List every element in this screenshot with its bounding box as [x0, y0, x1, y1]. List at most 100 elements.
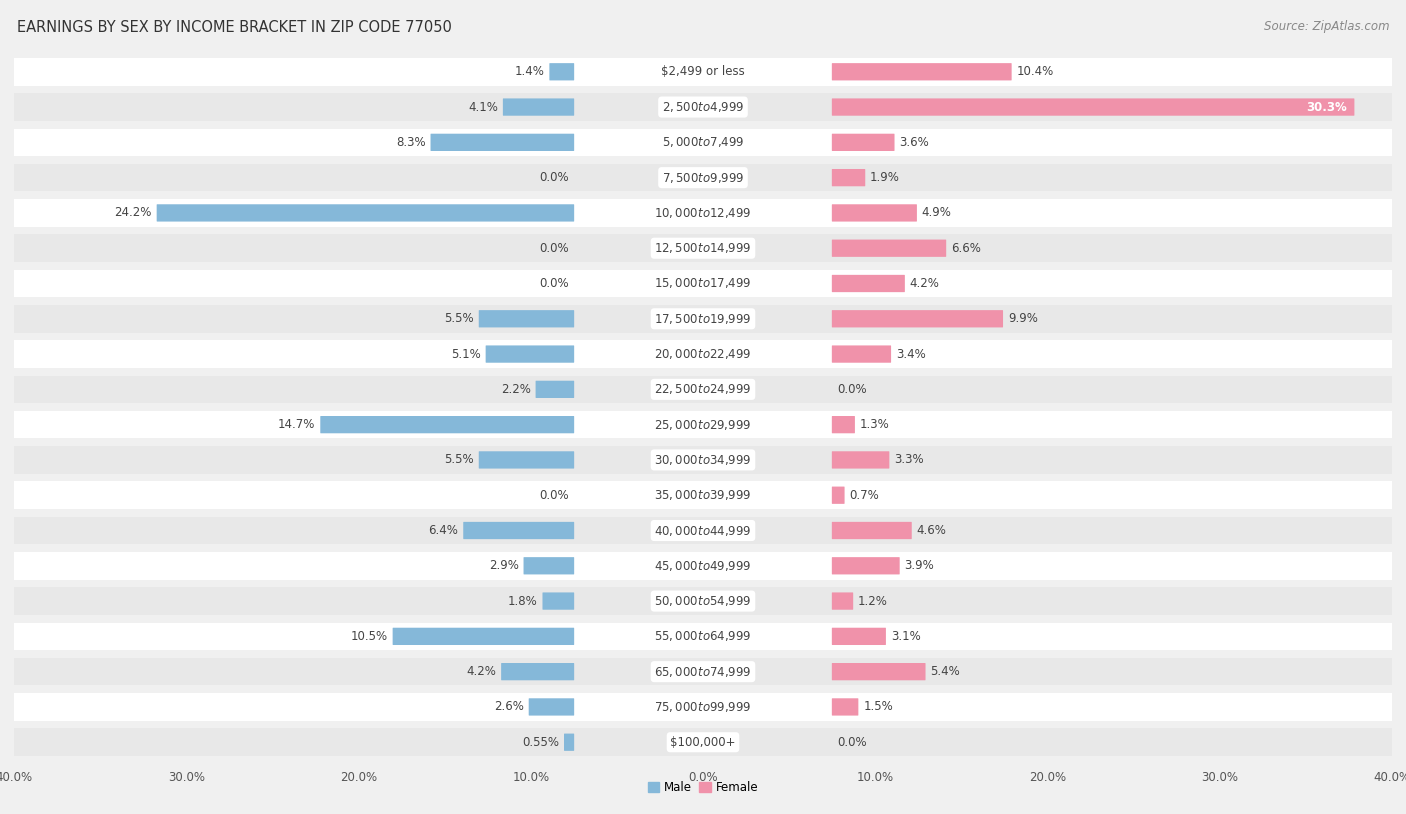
Text: $65,000 to $74,999: $65,000 to $74,999: [654, 665, 752, 679]
Text: 1.4%: 1.4%: [515, 65, 544, 78]
FancyBboxPatch shape: [14, 269, 1392, 297]
Text: $25,000 to $29,999: $25,000 to $29,999: [654, 418, 752, 431]
Text: 2.9%: 2.9%: [489, 559, 519, 572]
Text: $7,500 to $9,999: $7,500 to $9,999: [662, 171, 744, 185]
FancyBboxPatch shape: [14, 517, 1392, 545]
Text: Source: ZipAtlas.com: Source: ZipAtlas.com: [1264, 20, 1389, 33]
FancyBboxPatch shape: [503, 98, 574, 116]
Text: 4.9%: 4.9%: [922, 207, 952, 220]
FancyBboxPatch shape: [832, 345, 891, 363]
FancyBboxPatch shape: [321, 416, 574, 433]
Text: 0.0%: 0.0%: [538, 171, 568, 184]
FancyBboxPatch shape: [14, 588, 1392, 615]
FancyBboxPatch shape: [832, 593, 853, 610]
Text: $2,500 to $4,999: $2,500 to $4,999: [662, 100, 744, 114]
Text: 14.7%: 14.7%: [278, 418, 315, 431]
Text: 1.8%: 1.8%: [508, 594, 537, 607]
Text: 10.4%: 10.4%: [1017, 65, 1053, 78]
Text: $40,000 to $44,999: $40,000 to $44,999: [654, 523, 752, 537]
FancyBboxPatch shape: [156, 204, 574, 221]
Text: $30,000 to $34,999: $30,000 to $34,999: [654, 453, 752, 467]
FancyBboxPatch shape: [536, 381, 574, 398]
Text: 24.2%: 24.2%: [114, 207, 152, 220]
Text: 3.6%: 3.6%: [900, 136, 929, 149]
Text: 3.4%: 3.4%: [896, 348, 925, 361]
FancyBboxPatch shape: [14, 375, 1392, 403]
FancyBboxPatch shape: [832, 663, 925, 681]
FancyBboxPatch shape: [14, 164, 1392, 191]
FancyBboxPatch shape: [14, 199, 1392, 226]
Text: 9.9%: 9.9%: [1008, 313, 1038, 326]
Text: $45,000 to $49,999: $45,000 to $49,999: [654, 558, 752, 573]
Text: 30.3%: 30.3%: [1306, 101, 1347, 114]
Text: 0.7%: 0.7%: [849, 488, 879, 501]
FancyBboxPatch shape: [14, 94, 1392, 120]
Text: $20,000 to $22,499: $20,000 to $22,499: [654, 347, 752, 361]
Text: 0.0%: 0.0%: [538, 242, 568, 255]
Text: 8.3%: 8.3%: [396, 136, 426, 149]
FancyBboxPatch shape: [832, 63, 1012, 81]
FancyBboxPatch shape: [14, 58, 1392, 85]
FancyBboxPatch shape: [430, 133, 574, 151]
FancyBboxPatch shape: [501, 663, 574, 681]
FancyBboxPatch shape: [832, 169, 865, 186]
Text: $5,000 to $7,499: $5,000 to $7,499: [662, 135, 744, 149]
FancyBboxPatch shape: [14, 305, 1392, 333]
FancyBboxPatch shape: [564, 733, 574, 751]
Text: 5.5%: 5.5%: [444, 453, 474, 466]
Text: 2.6%: 2.6%: [494, 700, 524, 713]
Text: 0.0%: 0.0%: [538, 488, 568, 501]
Text: 3.1%: 3.1%: [891, 630, 921, 643]
Text: $22,500 to $24,999: $22,500 to $24,999: [654, 383, 752, 396]
FancyBboxPatch shape: [14, 446, 1392, 474]
FancyBboxPatch shape: [14, 129, 1392, 156]
FancyBboxPatch shape: [832, 628, 886, 645]
Text: 6.4%: 6.4%: [429, 524, 458, 537]
FancyBboxPatch shape: [832, 557, 900, 575]
Text: $35,000 to $39,999: $35,000 to $39,999: [654, 488, 752, 502]
Text: 4.2%: 4.2%: [467, 665, 496, 678]
FancyBboxPatch shape: [14, 411, 1392, 439]
Text: EARNINGS BY SEX BY INCOME BRACKET IN ZIP CODE 77050: EARNINGS BY SEX BY INCOME BRACKET IN ZIP…: [17, 20, 451, 35]
Text: 0.55%: 0.55%: [522, 736, 560, 749]
Text: 10.5%: 10.5%: [350, 630, 388, 643]
Legend: Male, Female: Male, Female: [643, 777, 763, 799]
Text: 0.0%: 0.0%: [838, 383, 868, 396]
FancyBboxPatch shape: [832, 133, 894, 151]
Text: $50,000 to $54,999: $50,000 to $54,999: [654, 594, 752, 608]
Text: $75,000 to $99,999: $75,000 to $99,999: [654, 700, 752, 714]
FancyBboxPatch shape: [832, 239, 946, 257]
FancyBboxPatch shape: [479, 310, 574, 327]
FancyBboxPatch shape: [832, 98, 1354, 116]
Text: 6.6%: 6.6%: [950, 242, 981, 255]
FancyBboxPatch shape: [832, 275, 905, 292]
FancyBboxPatch shape: [14, 481, 1392, 509]
Text: 4.2%: 4.2%: [910, 277, 939, 290]
FancyBboxPatch shape: [832, 416, 855, 433]
FancyBboxPatch shape: [14, 694, 1392, 720]
FancyBboxPatch shape: [479, 451, 574, 469]
Text: 3.3%: 3.3%: [894, 453, 924, 466]
FancyBboxPatch shape: [463, 522, 574, 539]
FancyBboxPatch shape: [550, 63, 574, 81]
Text: 2.2%: 2.2%: [501, 383, 531, 396]
Text: 4.1%: 4.1%: [468, 101, 498, 114]
FancyBboxPatch shape: [14, 552, 1392, 580]
FancyBboxPatch shape: [14, 658, 1392, 685]
FancyBboxPatch shape: [523, 557, 574, 575]
Text: $10,000 to $12,499: $10,000 to $12,499: [654, 206, 752, 220]
Text: 5.4%: 5.4%: [931, 665, 960, 678]
FancyBboxPatch shape: [832, 451, 890, 469]
Text: 1.5%: 1.5%: [863, 700, 893, 713]
FancyBboxPatch shape: [832, 522, 911, 539]
Text: $12,500 to $14,999: $12,500 to $14,999: [654, 241, 752, 256]
Text: 1.2%: 1.2%: [858, 594, 887, 607]
Text: $55,000 to $64,999: $55,000 to $64,999: [654, 629, 752, 643]
FancyBboxPatch shape: [543, 593, 574, 610]
Text: 3.9%: 3.9%: [904, 559, 934, 572]
Text: $100,000+: $100,000+: [671, 736, 735, 749]
Text: $17,500 to $19,999: $17,500 to $19,999: [654, 312, 752, 326]
FancyBboxPatch shape: [14, 340, 1392, 368]
FancyBboxPatch shape: [529, 698, 574, 716]
Text: 0.0%: 0.0%: [538, 277, 568, 290]
